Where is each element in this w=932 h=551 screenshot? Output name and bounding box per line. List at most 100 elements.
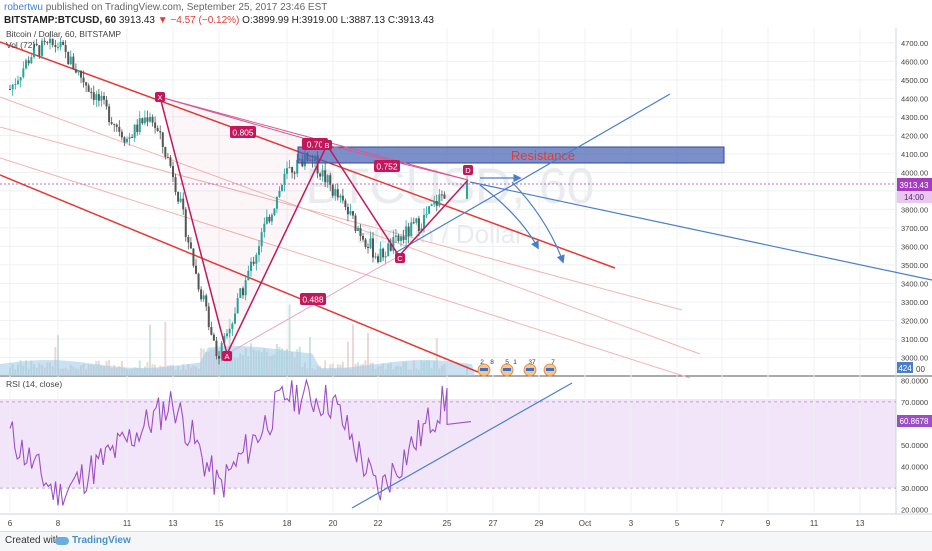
candle-body xyxy=(195,265,197,274)
resistance-zone[interactable] xyxy=(297,146,725,164)
projection-arrow-3[interactable] xyxy=(511,181,565,264)
pattern-point-A: A xyxy=(224,352,229,361)
event-badge-count[interactable]: 37 xyxy=(528,359,536,366)
candle-body xyxy=(362,235,364,240)
candle-body xyxy=(210,327,213,335)
candle-body xyxy=(100,95,103,101)
candle-body xyxy=(9,89,11,91)
ratio-label-box xyxy=(302,138,328,150)
volume-legend[interactable]: Vol (72) xyxy=(6,40,35,50)
candle-body xyxy=(417,218,420,232)
channel-inner-line-1[interactable] xyxy=(0,96,701,355)
tradingview-brand[interactable]: TradingView xyxy=(72,535,131,546)
symbol-name: BITSTAMP:BTCUSD, 60 xyxy=(4,15,117,26)
candle-body xyxy=(438,194,441,206)
candle-body xyxy=(69,56,72,65)
channel-inner-line-3[interactable] xyxy=(0,157,691,379)
candle-body xyxy=(392,237,395,251)
candle-body xyxy=(428,206,431,214)
price-tick-label: 3200.00 xyxy=(901,316,928,325)
projection-arrow-2[interactable] xyxy=(479,184,539,250)
volume-bar xyxy=(57,335,59,376)
channel-inner-line-2[interactable] xyxy=(0,126,683,311)
candle-body xyxy=(179,198,182,202)
rsi-line xyxy=(9,378,472,506)
candle-body xyxy=(197,273,200,290)
candle-body xyxy=(324,170,327,183)
candle-body xyxy=(273,208,276,215)
price-tick-label: 4600.00 xyxy=(901,57,928,66)
candle-body xyxy=(415,218,418,223)
candle-body xyxy=(247,270,250,281)
time-tick-label: 11 xyxy=(123,519,132,528)
candle-body xyxy=(133,124,136,138)
ascending-trendline[interactable] xyxy=(394,93,671,254)
time-axis[interactable]: 6 8 11 13 15 18 20 22 25 27 29 Oct 3 5 7 9 11 13 xyxy=(8,519,865,528)
time-tick-label: 6 xyxy=(8,519,13,528)
candle-body xyxy=(433,200,436,205)
candle-body xyxy=(423,214,425,229)
price-tick-label: 3000.00 xyxy=(901,353,928,362)
candle-body xyxy=(103,95,105,100)
candle-body xyxy=(80,70,82,78)
time-tick-label: 8 xyxy=(56,519,61,528)
volume-bar xyxy=(288,304,291,376)
main-legend[interactable]: Bitcoin / Dollar, 60, BITSTAMP xyxy=(6,29,121,39)
candle-body xyxy=(82,77,85,83)
time-tick-label: 7 xyxy=(720,519,725,528)
candle-body xyxy=(255,254,258,264)
candle-body xyxy=(397,235,400,241)
volume-badge xyxy=(897,362,913,373)
tradingview-logo-icon xyxy=(55,537,69,545)
time-tick-label: 22 xyxy=(374,519,383,528)
candle-body xyxy=(379,248,382,263)
candle-body xyxy=(46,42,49,44)
time-tick-label: Oct xyxy=(579,519,592,528)
candle-body xyxy=(161,132,164,148)
candle-body xyxy=(113,123,116,125)
last-price-badge xyxy=(897,178,932,191)
harmonic-pattern[interactable]: 0.805 0.70 0.752 0.488 X A B C D xyxy=(155,92,473,361)
candle-body xyxy=(239,288,242,298)
candle-body xyxy=(412,222,415,224)
candle-body xyxy=(164,147,167,157)
author-link[interactable]: robertwu xyxy=(4,2,43,13)
event-badge-count[interactable]: 5 xyxy=(505,359,509,366)
pattern-point-box xyxy=(222,351,232,361)
candle-body xyxy=(344,200,347,207)
candle-body xyxy=(359,228,362,236)
candle-body xyxy=(212,334,215,341)
candle-body xyxy=(336,189,339,198)
candle-body xyxy=(51,38,54,45)
volume-badge-text: 424 xyxy=(898,364,912,373)
event-badge-count[interactable]: 1 xyxy=(513,359,517,366)
created-with-text: Created with xyxy=(5,535,62,546)
candle-body xyxy=(154,122,157,129)
last-price-badge-text: 3913.43 xyxy=(900,181,929,190)
candle-body xyxy=(382,248,385,258)
descending-trendline[interactable] xyxy=(469,181,932,281)
candle-body xyxy=(64,45,67,52)
event-badges[interactable]: 2 8 5 1 37 7 xyxy=(477,359,557,377)
rsi-legend[interactable]: RSI (14, close) xyxy=(6,379,62,389)
candle-body xyxy=(25,60,27,69)
candle-body xyxy=(351,211,354,216)
candle-body xyxy=(387,243,390,257)
event-badge-count[interactable]: 8 xyxy=(490,359,494,366)
event-badge-count[interactable]: 7 xyxy=(551,359,555,366)
rsi-axis[interactable]: 80.0000 70.0000 50.0000 40.0000 30.0000 20.00… xyxy=(901,376,928,514)
rsi-tick-label: 70.0000 xyxy=(901,398,928,407)
candle-body xyxy=(110,122,113,124)
candle-body xyxy=(321,170,324,177)
candle-body xyxy=(141,118,144,124)
price-tick-label: 4200.00 xyxy=(901,131,928,140)
candle-body xyxy=(131,136,134,138)
channel-lower-line[interactable] xyxy=(0,174,479,373)
watermark-name: Bitcoin / Dollar xyxy=(356,219,524,249)
candle-body xyxy=(126,138,128,143)
event-flag-stripe xyxy=(503,368,511,371)
event-badge-count[interactable]: 2 xyxy=(480,359,484,366)
rsi-trendline[interactable] xyxy=(351,382,573,509)
countdown-text: 14:00 xyxy=(904,193,925,202)
